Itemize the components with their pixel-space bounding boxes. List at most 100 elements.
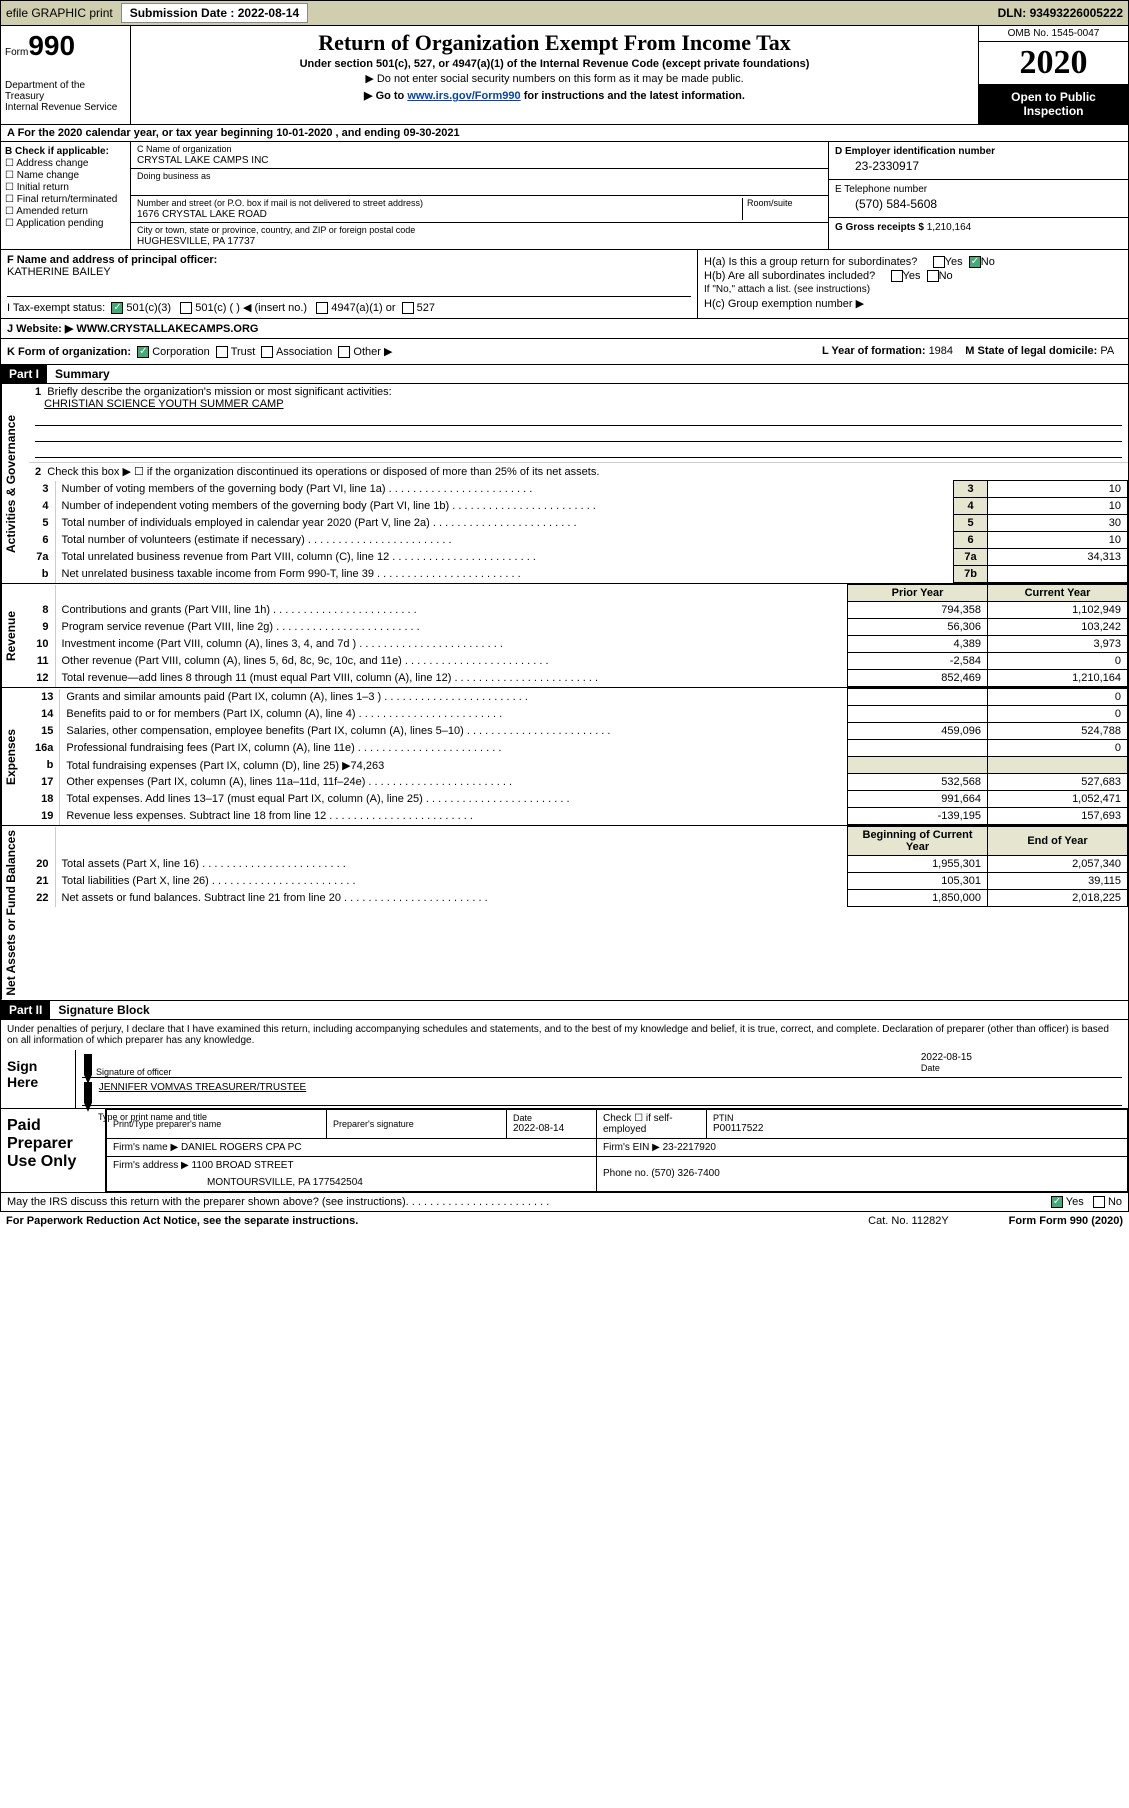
principal-officer: KATHERINE BAILEY — [7, 266, 691, 278]
website-url: WWW.CRYSTALLAKECAMPS.ORG — [76, 323, 258, 335]
firm-phone: (570) 326-7400 — [651, 1168, 719, 1179]
year-formation: 1984 — [929, 345, 953, 357]
chk-assoc[interactable] — [261, 346, 273, 358]
summary-expenses: Expenses 13Grants and similar amounts pa… — [0, 688, 1129, 826]
form-number: 990 — [28, 30, 75, 61]
chk-4947[interactable] — [316, 302, 328, 314]
table-row: 20Total assets (Part X, line 16)1,955,30… — [29, 856, 1128, 873]
chk-initial-return[interactable]: ☐ Initial return — [5, 182, 126, 193]
omb-number: OMB No. 1545-0047 — [979, 26, 1128, 42]
chk-501c3[interactable] — [111, 302, 123, 314]
discuss-row: May the IRS discuss this return with the… — [0, 1193, 1129, 1212]
table-row: 5Total number of individuals employed in… — [29, 515, 1128, 532]
efile-label: efile GRAPHIC print — [6, 6, 113, 20]
header-bar: efile GRAPHIC print Submission Date : 20… — [0, 0, 1129, 26]
sig-declaration: Under penalties of perjury, I declare th… — [1, 1020, 1128, 1050]
submission-date-btn[interactable]: Submission Date : 2022-08-14 — [121, 3, 308, 23]
dept-label: Department of the Treasury Internal Reve… — [5, 80, 126, 113]
form-year-box: OMB No. 1545-0047 2020 Open to Public In… — [978, 26, 1128, 124]
chk-ha-yes[interactable] — [933, 256, 945, 268]
chk-app-pending[interactable]: ☐ Application pending — [5, 218, 126, 229]
officer-group-block: F Name and address of principal officer:… — [0, 250, 1129, 319]
block-b: B Check if applicable: ☐ Address change … — [1, 142, 131, 249]
firm-ein: 23-2217920 — [663, 1142, 716, 1153]
table-row: 6Total number of volunteers (estimate if… — [29, 532, 1128, 549]
gov-table: 3Number of voting members of the governi… — [29, 480, 1128, 583]
chk-hb-no[interactable] — [927, 270, 939, 282]
table-row: 16aProfessional fundraising fees (Part I… — [29, 740, 1128, 757]
block-c: C Name of organization CRYSTAL LAKE CAMP… — [131, 142, 828, 249]
summary-netassets: Net Assets or Fund Balances Beginning of… — [0, 826, 1129, 1001]
chk-other[interactable] — [338, 346, 350, 358]
table-row: 19Revenue less expenses. Subtract line 1… — [29, 808, 1128, 825]
open-to-public: Open to Public Inspection — [979, 84, 1128, 124]
form-note1: ▶ Do not enter social security numbers o… — [135, 72, 974, 85]
sig-date: 2022-08-15 Date — [921, 1052, 972, 1074]
table-row: 13Grants and similar amounts paid (Part … — [29, 689, 1128, 706]
chk-hb-yes[interactable] — [891, 270, 903, 282]
gross-receipts: 1,210,164 — [927, 222, 972, 233]
chk-discuss-yes[interactable] — [1051, 1196, 1063, 1208]
part1-header: Part I Summary — [0, 365, 1129, 384]
org-street: 1676 CRYSTAL LAKE ROAD — [137, 209, 267, 220]
summary-governance: Activities & Governance 1 Briefly descri… — [0, 384, 1129, 584]
table-row: 9Program service revenue (Part VIII, lin… — [29, 619, 1128, 636]
table-row: 22Net assets or fund balances. Subtract … — [29, 890, 1128, 907]
website-row: J Website: ▶ WWW.CRYSTALLAKECAMPS.ORG — [0, 319, 1129, 339]
table-row: 21Total liabilities (Part X, line 26)105… — [29, 873, 1128, 890]
state-domicile: PA — [1100, 345, 1114, 357]
form-ref: Form Form 990 (2020) — [1009, 1215, 1123, 1227]
form-subtitle: Under section 501(c), 527, or 4947(a)(1)… — [135, 58, 974, 70]
table-row: 11Other revenue (Part VIII, column (A), … — [29, 653, 1128, 670]
arrow-icon — [84, 1082, 92, 1112]
table-row: bNet unrelated business taxable income f… — [29, 566, 1128, 583]
chk-address-change[interactable]: ☐ Address change — [5, 158, 126, 169]
chk-trust[interactable] — [216, 346, 228, 358]
chk-discuss-no[interactable] — [1093, 1196, 1105, 1208]
mission: CHRISTIAN SCIENCE YOUTH SUMMER CAMP — [44, 398, 283, 410]
ein: 23-2330917 — [835, 157, 1122, 175]
table-row: bTotal fundraising expenses (Part IX, co… — [29, 757, 1128, 774]
table-row: 7aTotal unrelated business revenue from … — [29, 549, 1128, 566]
form-instructions: ▶ Go to www.irs.gov/Form990 for instruct… — [135, 89, 974, 102]
exp-table: 13Grants and similar amounts paid (Part … — [29, 688, 1128, 825]
officer-name: JENNIFER VOMVAS TREASURER/TRUSTEE — [99, 1082, 306, 1093]
table-row: 10Investment income (Part VIII, column (… — [29, 636, 1128, 653]
signature-block: Under penalties of perjury, I declare th… — [0, 1020, 1129, 1109]
table-row: 4Number of independent voting members of… — [29, 498, 1128, 515]
chk-527[interactable] — [402, 302, 414, 314]
net-table: Beginning of Current YearEnd of Year20To… — [29, 826, 1128, 907]
firm-addr: 1100 BROAD STREET — [192, 1160, 294, 1171]
k-form-org: K Form of organization: Corporation Trus… — [0, 339, 1129, 365]
chk-501c[interactable] — [180, 302, 192, 314]
rev-table: Prior YearCurrent Year8Contributions and… — [29, 584, 1128, 687]
chk-ha-no[interactable] — [969, 256, 981, 268]
summary-revenue: Revenue Prior YearCurrent Year8Contribut… — [0, 584, 1129, 688]
firm-name: DANIEL ROGERS CPA PC — [181, 1142, 302, 1153]
table-row: 8Contributions and grants (Part VIII, li… — [29, 602, 1128, 619]
footer: For Paperwork Reduction Act Notice, see … — [0, 1212, 1129, 1230]
org-name: CRYSTAL LAKE CAMPS INC — [137, 155, 269, 166]
section-a-tax-year: A For the 2020 calendar year, or tax yea… — [0, 125, 1129, 142]
table-row: 17Other expenses (Part IX, column (A), l… — [29, 774, 1128, 791]
chk-final-return[interactable]: ☐ Final return/terminated — [5, 194, 126, 205]
table-row: 3Number of voting members of the governi… — [29, 481, 1128, 498]
ptin: P00117522 — [713, 1123, 763, 1134]
part2-header: Part II Signature Block — [0, 1001, 1129, 1020]
form-id-box: Form990 Department of the Treasury Inter… — [1, 26, 131, 124]
chk-name-change[interactable]: ☐ Name change — [5, 170, 126, 181]
form-title-box: Return of Organization Exempt From Incom… — [131, 26, 978, 124]
instructions-link[interactable]: www.irs.gov/Form990 — [407, 90, 520, 102]
form-title: Return of Organization Exempt From Incom… — [135, 30, 974, 56]
tax-year: 2020 — [979, 42, 1128, 84]
block-deg: D Employer identification number 23-2330… — [828, 142, 1128, 249]
chk-amended[interactable]: ☐ Amended return — [5, 206, 126, 217]
identity-block: B Check if applicable: ☐ Address change … — [0, 142, 1129, 250]
table-row: 14Benefits paid to or for members (Part … — [29, 706, 1128, 723]
table-row: 18Total expenses. Add lines 13–17 (must … — [29, 791, 1128, 808]
firm-city: MONTOURSVILLE, PA 177542504 — [207, 1177, 363, 1188]
table-row: 15Salaries, other compensation, employee… — [29, 723, 1128, 740]
phone: (570) 584-5608 — [835, 195, 1122, 213]
table-row: 12Total revenue—add lines 8 through 11 (… — [29, 670, 1128, 687]
chk-corp[interactable] — [137, 346, 149, 358]
